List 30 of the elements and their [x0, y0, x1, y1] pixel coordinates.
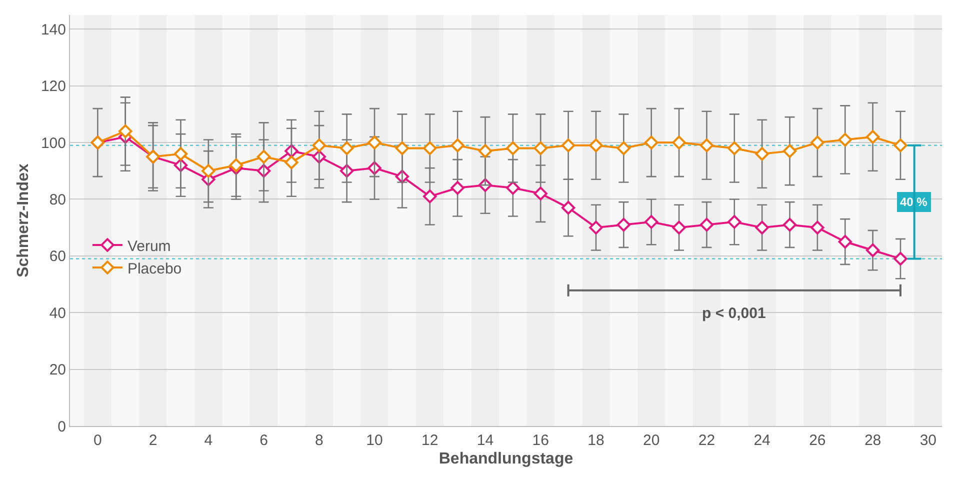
x-tick-label: 12	[422, 432, 438, 449]
y-tick-label: 120	[40, 78, 66, 96]
y-tick-label: 80	[49, 191, 66, 208]
y-tick-label: 20	[49, 362, 66, 379]
x-tick-label: 20	[642, 432, 660, 449]
x-tick-label: 22	[698, 432, 716, 449]
x-tick-label: 26	[809, 432, 826, 449]
x-tick-label: 14	[476, 432, 494, 449]
x-axis-title: Behandlungstage	[438, 450, 574, 468]
y-axis-title: Schmerz-Index	[15, 163, 32, 278]
x-tick-label: 0	[94, 432, 102, 449]
x-tick-label: 6	[260, 432, 268, 449]
y-tick-label: 40	[49, 304, 66, 322]
x-tick-label: 24	[754, 432, 770, 449]
y-tick-label: 60	[49, 248, 66, 266]
x-tick-label: 30	[920, 432, 937, 449]
annotation: 40 %	[900, 195, 928, 209]
x-tick-label: 2	[148, 432, 158, 449]
y-tick-label: 140	[40, 21, 66, 38]
y-tick-label: 0	[58, 418, 66, 436]
x-tick-label: 16	[532, 432, 549, 449]
legend-label: Verum	[127, 238, 171, 255]
x-tick-label: 18	[588, 432, 604, 449]
y-tick-label: 100	[40, 134, 66, 152]
x-tick-label: 8	[314, 432, 324, 449]
x-tick-label: 10	[366, 432, 383, 449]
annotation: p < 0,001	[702, 305, 766, 322]
legend-label: Placebo	[127, 260, 182, 278]
x-tick-label: 4	[204, 432, 213, 449]
x-tick-label: 28	[864, 432, 882, 449]
